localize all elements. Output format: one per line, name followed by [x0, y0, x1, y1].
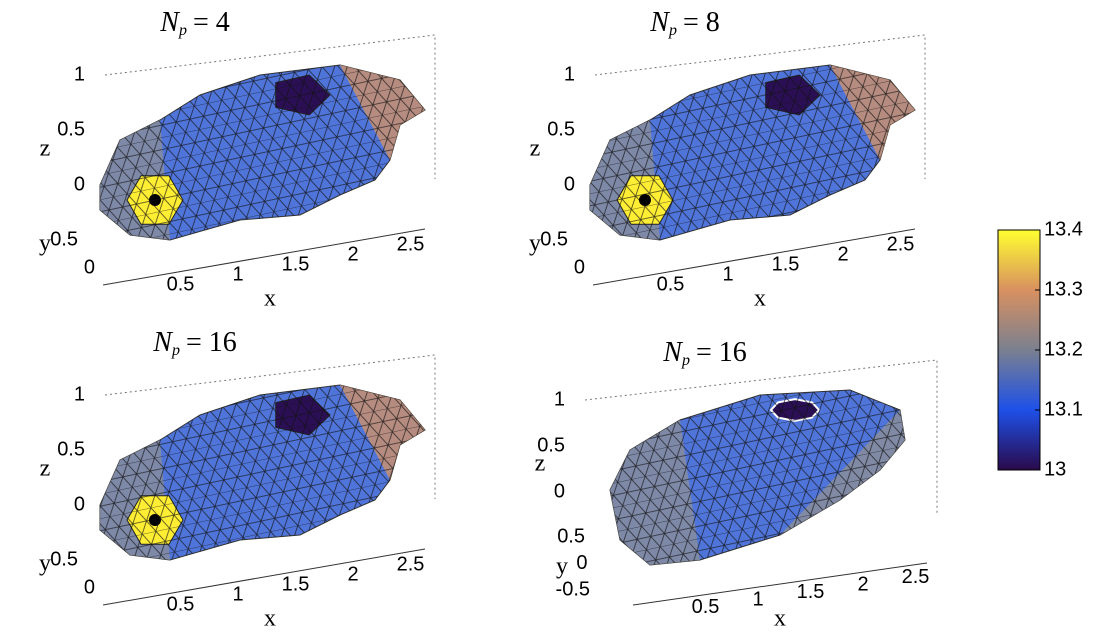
- z-tick-label: 1: [554, 388, 565, 410]
- x-tick-label: 2.5: [902, 566, 930, 588]
- z-tick-label: 1: [74, 63, 85, 85]
- panel-title: Np = 16: [662, 337, 746, 368]
- x-axis-label: x: [774, 606, 786, 632]
- x-tick-label: 2.5: [397, 553, 425, 575]
- z-tick-label: 0: [74, 173, 85, 195]
- title-rest: = 8: [683, 7, 720, 38]
- z-tick-label: 0: [564, 173, 575, 195]
- y-tick-label: 0.5: [50, 228, 78, 250]
- mesh: [100, 385, 425, 560]
- z-tick-label: 0.5: [57, 118, 85, 140]
- y-tick-label: 0: [84, 576, 95, 598]
- y-tick-label: 0: [574, 256, 585, 278]
- mesh: [610, 390, 905, 565]
- colorbar-tick-label: 13: [1044, 458, 1066, 480]
- x-tick-label: 1.5: [797, 581, 825, 603]
- x-tick-label: 1: [722, 263, 733, 285]
- x-tick-label: 2: [837, 243, 848, 265]
- title-symbol: N: [152, 327, 173, 358]
- x-tick-label: 2.5: [397, 233, 425, 255]
- z-tick-label: 0: [554, 480, 565, 502]
- title-symbol: N: [649, 7, 670, 38]
- panel-title: Np = 8: [649, 7, 719, 38]
- figure: Np= 40.511.522.5x00.5y00.51zNp= 80.511.5…: [0, 0, 1105, 635]
- title-subscript: p: [178, 22, 187, 39]
- y-axis-label: y: [39, 231, 51, 257]
- x-axis-label: x: [754, 286, 766, 312]
- y-tick-label: 0: [576, 552, 587, 574]
- x-tick-label: 2: [347, 563, 358, 585]
- colorbar: [998, 230, 1040, 470]
- y-tick-label: -0.5: [556, 578, 590, 600]
- x-tick-label: 2: [347, 243, 358, 265]
- x-tick-label: 0.5: [167, 273, 195, 295]
- mesh: [590, 65, 915, 240]
- title-rest: = 16: [696, 337, 747, 368]
- x-tick-label: 1.5: [282, 253, 310, 275]
- colorbar-tick-label: 13.3: [1044, 278, 1083, 300]
- mesh: [100, 65, 425, 240]
- x-tick-label: 1: [752, 588, 763, 610]
- z-axis-label: z: [40, 136, 51, 162]
- title-rest: = 4: [193, 7, 230, 38]
- y-axis-label: y: [529, 231, 541, 257]
- z-tick-label: 1: [564, 63, 575, 85]
- colorbar-tick-label: 13.1: [1044, 398, 1083, 420]
- title-symbol: N: [662, 337, 683, 368]
- z-axis-label: z: [535, 451, 546, 477]
- y-tick-label: 0.5: [557, 525, 585, 547]
- z-axis-label: z: [40, 456, 51, 482]
- x-tick-label: 1.5: [282, 573, 310, 595]
- title-subscript: p: [668, 22, 677, 39]
- x-tick-label: 2: [857, 573, 868, 595]
- x-tick-label: 1.5: [772, 253, 800, 275]
- y-axis-label: y: [39, 551, 51, 577]
- colorbar-tick-label: 13.2: [1044, 338, 1083, 360]
- y-tick-label: 0: [84, 256, 95, 278]
- y-tick-label: 0.5: [50, 548, 78, 570]
- x-tick-label: 2.5: [887, 233, 915, 255]
- title-subscript: p: [681, 352, 690, 369]
- panel-title: Np = 4: [159, 7, 229, 38]
- box-line: [633, 563, 927, 605]
- z-axis-label: z: [530, 136, 541, 162]
- title-rest: = 16: [186, 327, 237, 358]
- title-subscript: p: [171, 342, 180, 359]
- z-tick-label: 0.5: [57, 438, 85, 460]
- title-symbol: N: [159, 7, 180, 38]
- z-tick-label: 0.5: [547, 118, 575, 140]
- x-tick-label: 0.5: [692, 596, 720, 618]
- x-tick-label: 0.5: [167, 593, 195, 615]
- panel-title: Np = 16: [152, 327, 236, 358]
- x-axis-label: x: [264, 286, 276, 312]
- y-tick-label: 0.5: [540, 228, 568, 250]
- x-tick-label: 1: [232, 583, 243, 605]
- x-tick-label: 1: [232, 263, 243, 285]
- z-tick-label: 1: [74, 383, 85, 405]
- z-tick-label: 0: [74, 493, 85, 515]
- x-axis-label: x: [264, 606, 276, 632]
- y-axis-label: y: [556, 554, 568, 580]
- x-tick-label: 0.5: [657, 273, 685, 295]
- colorbar-tick-label: 13.4: [1044, 218, 1083, 240]
